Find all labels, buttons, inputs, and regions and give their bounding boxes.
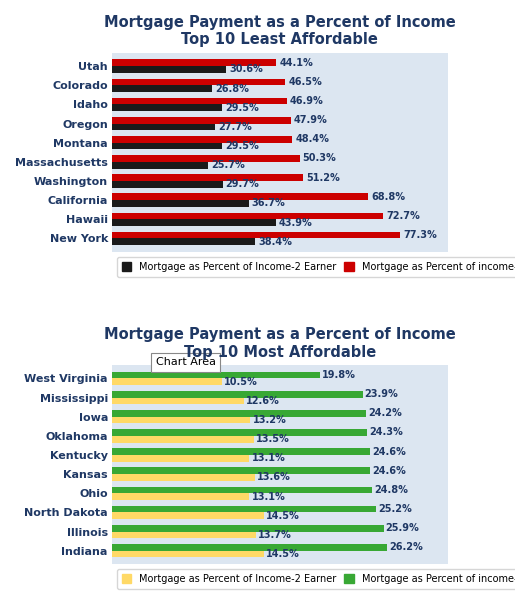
Legend: Mortgage as Percent of Income-2 Earner, Mortgage as Percent of income-1 Earner: Mortgage as Percent of Income-2 Earner, … [117,257,515,277]
Text: 25.9%: 25.9% [386,523,419,533]
Text: 13.2%: 13.2% [252,415,286,425]
Bar [112,142,222,149]
Text: 24.6%: 24.6% [372,447,406,457]
Text: 51.2%: 51.2% [306,173,339,182]
Text: 14.5%: 14.5% [266,549,300,559]
Bar [112,155,300,162]
Bar [112,219,276,226]
Bar [112,193,369,200]
Bar [112,448,370,455]
Text: 43.9%: 43.9% [279,218,313,228]
Bar [112,175,303,181]
Text: 12.6%: 12.6% [246,396,280,406]
Text: 46.9%: 46.9% [290,96,323,106]
Text: 27.7%: 27.7% [218,122,252,132]
Bar [112,467,370,474]
Bar [112,487,372,493]
Bar [112,371,320,378]
Text: 30.6%: 30.6% [229,64,263,75]
Bar [112,213,383,219]
Bar [112,59,277,66]
Text: 24.6%: 24.6% [372,466,406,476]
Text: 47.9%: 47.9% [294,115,328,125]
Bar [112,474,254,481]
Bar [112,391,363,398]
Text: 72.7%: 72.7% [386,211,420,221]
Bar [112,417,250,424]
Text: 23.9%: 23.9% [365,389,399,399]
Title: Mortgage Payment as a Percent of Income
Top 10 Most Affordable: Mortgage Payment as a Percent of Income … [104,327,456,360]
Text: 29.7%: 29.7% [226,179,260,189]
Bar [112,231,400,238]
Text: 38.4%: 38.4% [258,237,292,247]
Text: 26.2%: 26.2% [389,542,422,552]
Text: 13.5%: 13.5% [255,434,289,444]
Bar [112,136,293,142]
Text: 36.7%: 36.7% [252,198,286,208]
Text: 26.8%: 26.8% [215,84,249,93]
Bar [112,436,253,442]
Bar [112,551,264,558]
Bar [112,181,223,188]
Bar [112,525,384,531]
Bar [112,238,255,245]
Text: 24.8%: 24.8% [374,485,408,495]
Bar [112,429,367,436]
Bar [112,531,255,538]
Text: 25.7%: 25.7% [211,160,245,170]
Text: 13.7%: 13.7% [258,530,291,540]
Bar [112,98,287,104]
Bar [112,66,226,73]
Bar [112,410,366,417]
Text: 77.3%: 77.3% [403,230,437,240]
Text: 24.2%: 24.2% [368,408,402,418]
Bar [112,162,208,168]
Title: Mortgage Payment as a Percent of Income
Top 10 Least Affordable: Mortgage Payment as a Percent of Income … [104,15,456,47]
Text: 13.6%: 13.6% [256,473,290,482]
Text: 19.8%: 19.8% [322,370,355,380]
Text: 13.1%: 13.1% [251,453,285,464]
Bar [112,85,212,92]
Text: 29.5%: 29.5% [225,103,259,113]
Bar [112,378,222,385]
Bar [112,505,376,513]
Text: 14.5%: 14.5% [266,511,300,521]
Text: 24.3%: 24.3% [369,427,403,438]
Bar [112,79,285,85]
Text: 46.5%: 46.5% [288,77,322,87]
Text: 13.1%: 13.1% [251,491,285,502]
Text: 44.1%: 44.1% [280,58,313,68]
Bar [112,513,264,519]
Bar [112,493,249,500]
Text: 68.8%: 68.8% [371,191,405,202]
Bar [112,544,387,551]
Text: 48.4%: 48.4% [296,135,329,144]
Legend: Mortgage as Percent of Income-2 Earner, Mortgage as Percent of income-1 Earner: Mortgage as Percent of Income-2 Earner, … [117,569,515,589]
Text: 29.5%: 29.5% [225,141,259,151]
Bar [112,104,222,111]
Bar [112,398,244,404]
Bar [112,455,249,462]
Text: 25.2%: 25.2% [379,504,412,514]
Text: Chart Area: Chart Area [156,357,216,367]
Bar [112,200,249,207]
Bar [112,124,215,130]
Text: 50.3%: 50.3% [302,153,336,164]
Bar [112,117,290,124]
Text: 10.5%: 10.5% [224,377,258,387]
